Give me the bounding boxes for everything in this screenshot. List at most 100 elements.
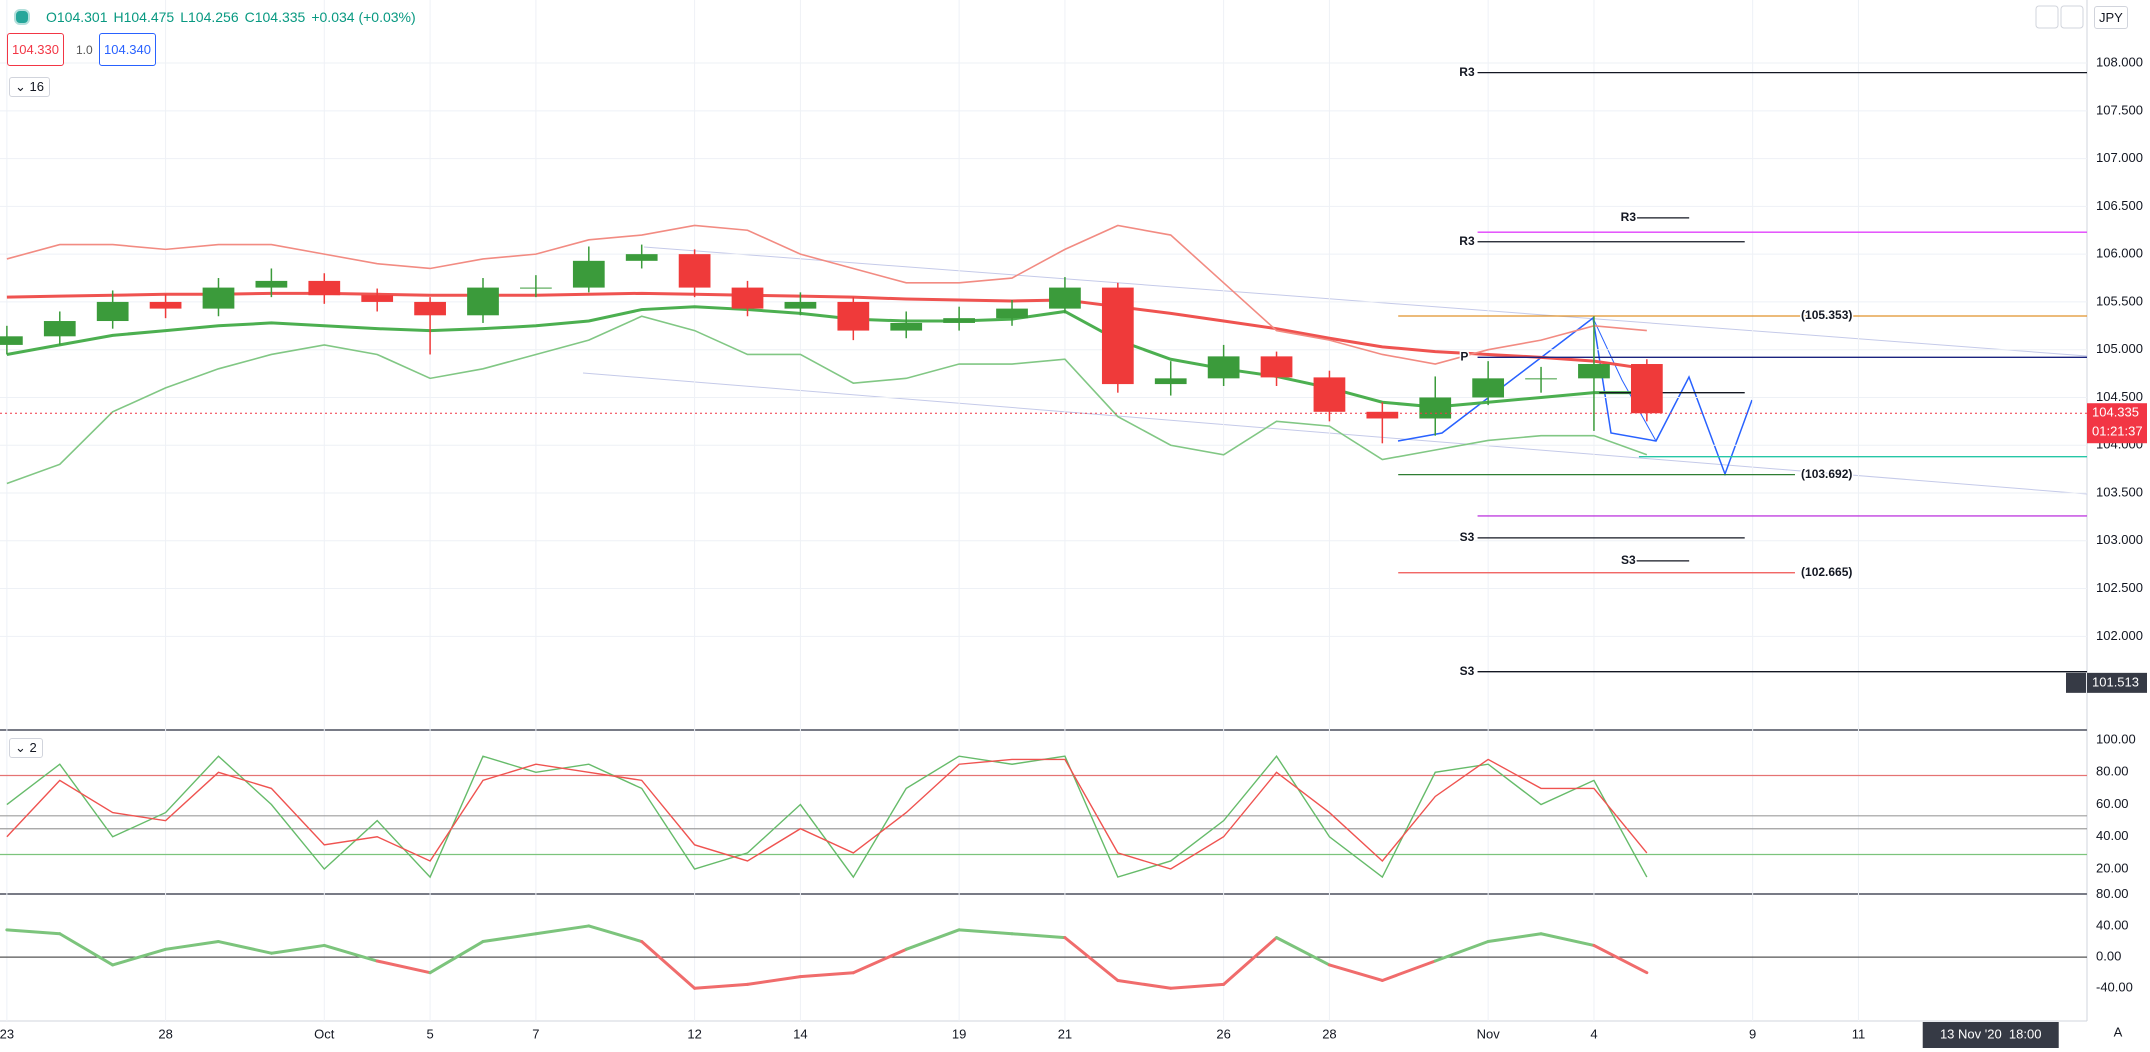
buy-button[interactable]: 104.340 [99, 33, 156, 66]
candle-body [943, 318, 975, 323]
ohlc-value: H104.475 [113, 9, 175, 25]
oscillator-segment [1116, 978, 1173, 990]
x-tick-label: 26 [1216, 1026, 1230, 1041]
auto-scale-button[interactable]: A [2114, 1024, 2123, 1039]
oscillator-segment [1010, 932, 1067, 940]
candle-body [202, 287, 235, 309]
oscillator-segment [58, 932, 115, 967]
oscillator-segment [746, 975, 802, 986]
candle-body [1313, 377, 1346, 412]
oscillator-segment [1539, 932, 1596, 947]
y-tick-label: 60.00 [2096, 796, 2129, 811]
candle-body [1525, 378, 1557, 380]
y-tick-label: 40.00 [2096, 828, 2129, 843]
oscillator-line [6, 754, 1648, 879]
x-tick-label: Oct [314, 1026, 335, 1041]
pane-toggle[interactable]: ⌄ 2 [9, 738, 43, 758]
scroll-button[interactable] [2035, 5, 2059, 29]
sell-button[interactable]: 104.330 [7, 33, 64, 66]
indicators-toggle[interactable]: ⌄ 16 [9, 77, 50, 97]
currency-button[interactable]: JPY [2094, 6, 2128, 29]
y-tick-label: 0.00 [2096, 949, 2121, 964]
candle-body [784, 301, 817, 309]
y-tick-label: 108.000 [2096, 54, 2143, 69]
candle-body [731, 287, 764, 309]
oscillator-segment [111, 947, 168, 967]
symbol-status [14, 9, 30, 28]
y-tick-label: 104.500 [2096, 389, 2143, 404]
y-tick-label: 102.500 [2096, 580, 2143, 595]
y-tick-label: 103.000 [2096, 532, 2143, 547]
candle-body [308, 280, 341, 296]
candle-body [414, 301, 446, 316]
last-price-label: 104.335 [2092, 405, 2139, 420]
x-tick-label: 12 [687, 1026, 701, 1041]
candle-body [625, 254, 658, 261]
candle-body [1101, 287, 1134, 385]
candle-body [1578, 364, 1610, 379]
ohlc-value: O104.301 [46, 9, 108, 25]
indicator-line [6, 291, 1648, 371]
oscillator-segment [375, 959, 432, 975]
level-label: (102.665) [1801, 565, 1852, 579]
oscillator-segment [693, 982, 750, 990]
reset-button[interactable] [2060, 5, 2084, 29]
pattern-drawing [1397, 316, 1753, 477]
y-tick-label: 105.500 [2096, 293, 2143, 308]
candle-body [1419, 397, 1452, 419]
candle-body [43, 321, 76, 337]
y-tick-label: 20.00 [2096, 860, 2129, 875]
indicator-line [6, 305, 1647, 409]
oscillator-segment [1063, 936, 1120, 982]
y-tick-label: 80.00 [2096, 764, 2129, 779]
candle-body [1207, 356, 1240, 379]
level-label: P [1460, 350, 1468, 364]
level-label: (105.353) [1801, 308, 1852, 322]
y-tick-label: 103.500 [2096, 484, 2143, 499]
y-tick-label: 80.00 [2096, 886, 2129, 901]
oscillator-segment [1433, 940, 1490, 963]
ohlc-value: +0.034 (+0.03%) [311, 9, 416, 25]
x-tick-label: 23 [0, 1026, 14, 1041]
x-tick-label: 28 [158, 1026, 172, 1041]
y-tick-label: 106.500 [2096, 198, 2143, 213]
candle-body [467, 287, 499, 316]
x-tick-label: 4 [1590, 1026, 1597, 1041]
candle-body [678, 254, 711, 288]
candle-body [572, 260, 605, 288]
level-label: R3 [1459, 234, 1475, 248]
level-label: R3 [1459, 65, 1475, 79]
candle-body [520, 287, 552, 289]
candle-body [1260, 356, 1293, 378]
y-tick-label: 102.000 [2096, 628, 2143, 643]
oscillator-segment [1169, 982, 1226, 990]
x-tick-label: Nov [1477, 1026, 1501, 1041]
bar-countdown: 01:21:37 [2092, 424, 2143, 439]
oscillator-segment [587, 924, 644, 944]
oscillator-segment [1486, 932, 1543, 944]
oscillator-segment [904, 928, 961, 951]
x-tick-label: 9 [1749, 1026, 1756, 1041]
y-tick-label: 40.00 [2096, 917, 2129, 932]
oscillator-segment [322, 943, 379, 963]
crosshair-time-tag [1922, 1022, 2059, 1048]
y-tick-label: 106.000 [2096, 246, 2143, 261]
candle-body [890, 322, 923, 331]
oscillator-line [6, 758, 1648, 870]
pane-indicator-count: 2 [29, 740, 37, 755]
crosshair-time-label: 13 Nov '20 18:00 [1940, 1026, 2042, 1041]
indicator-line [6, 315, 1648, 485]
oscillator-segment [428, 940, 485, 975]
oscillator-segment [1222, 936, 1279, 986]
indicator-line [6, 224, 1647, 365]
oscillator-segment [5, 928, 62, 936]
trend-line [582, 372, 2088, 495]
oscillator-segment [1275, 936, 1331, 967]
oscillator-segment [798, 971, 855, 979]
candle-body [0, 336, 23, 345]
candle-body [1630, 364, 1663, 414]
last-price-tag [2087, 403, 2147, 444]
